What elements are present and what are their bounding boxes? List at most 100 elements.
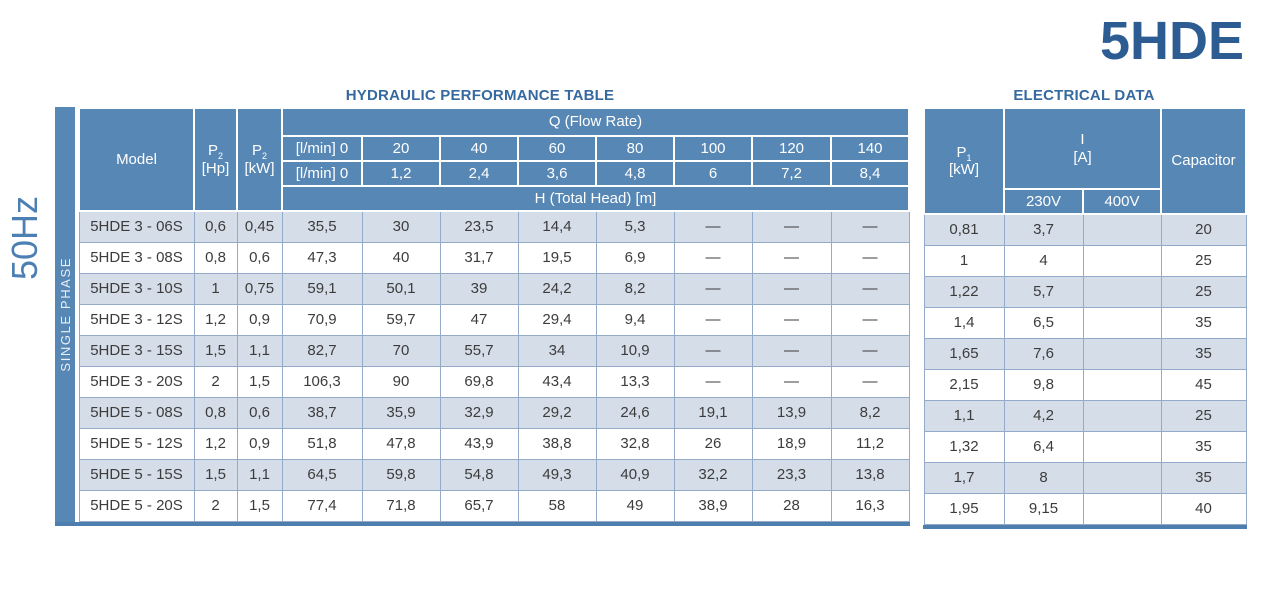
p2-hp-column-header: P2 [Hp] [193,107,238,212]
model-cell: 5HDE 3 - 15S [78,334,195,367]
flow-col-header: 40 [439,135,519,162]
flow-col-header: 20 [361,135,441,162]
head-value-cell: 58 [517,489,597,522]
p2-kw-cell: 1,5 [236,489,283,522]
head-value-cell: — [830,334,910,367]
electrical-row: 1 4 25 [923,244,1247,277]
head-value-cell: 71,8 [361,489,441,522]
model-cell: 5HDE 3 - 06S [78,210,195,243]
hydraulic-table-body: 5HDE 3 - 06S 0,6 0,45 35,5 30 23,5 14,4 5,3— — —5… [78,210,910,522]
head-value-cell: — [830,272,910,305]
current-400v-cell [1082,244,1162,277]
head-value-cell: 69,8 [439,365,519,398]
head-value-cell: 35,9 [361,396,441,429]
flow-col-header: 140 [830,135,910,162]
p1-kw-cell: 1,7 [923,461,1005,494]
capacitor-column-header: Capacitor [1160,107,1247,215]
p2-hp-cell: 1 [193,272,238,305]
p2-hp-cell: 0,8 [193,241,238,274]
electrical-row: 0,81 3,7 20 [923,213,1247,246]
capacitor-cell: 35 [1160,461,1247,494]
head-value-cell: 70,9 [281,303,363,336]
head-value-cell: 11,2 [830,427,910,460]
model-cell: 5HDE 3 - 10S [78,272,195,305]
head-value-cell: 32,8 [595,427,675,460]
head-value-cell: 29,2 [517,396,597,429]
head-value-cell: 32,2 [673,458,753,491]
head-value-cell: — [830,241,910,274]
electrical-section: P1 [kW] I [A] Capacitor 230V 400V 0,81 3,… [923,107,1247,529]
electrical-row: 1,95 9,15 40 [923,492,1247,525]
flow-col-header: 1,2 [361,160,441,187]
p2-hp-cell: 1,5 [193,334,238,367]
head-value-cell: 32,9 [439,396,519,429]
current-400v-cell [1082,430,1162,463]
head-value-cell: 106,3 [281,365,363,398]
model-cell: 5HDE 3 - 20S [78,365,195,398]
head-value-cell: 51,8 [281,427,363,460]
head-value-cell: — [751,303,832,336]
electrical-table-body: 0,81 3,7 20 1 4 25 1,22 5,7 25 1,4 6,5 35 1,65 7,6 35 2… [923,213,1247,525]
p1-kw-cell: 1,22 [923,275,1005,308]
head-value-cell: 47 [439,303,519,336]
head-value-cell: — [751,241,832,274]
head-value-cell: 28 [751,489,832,522]
flow-col-header: [l/min] 0 [281,160,363,187]
head-value-cell: — [673,241,753,274]
p1-kw-cell: 0,81 [923,213,1005,246]
head-value-cell: 8,2 [595,272,675,305]
p2-hp-cell: 2 [193,365,238,398]
flow-col-header: 80 [595,135,675,162]
p2-kw-cell: 0,6 [236,396,283,429]
head-value-cell: 39 [439,272,519,305]
frequency-label: 50Hz [4,195,45,281]
head-value-cell: 64,5 [281,458,363,491]
current-400v-cell [1082,368,1162,401]
head-value-cell: — [673,210,753,243]
p1-kw-cell: 1 [923,244,1005,277]
model-cell: 5HDE 3 - 08S [78,241,195,274]
flow-col-header: 100 [673,135,753,162]
head-value-cell: 90 [361,365,441,398]
flow-lmin-header-row: [l/min] 0 20 40 60 80 100 120 140 [79,135,910,162]
flow-col-header: 8,4 [830,160,910,187]
head-value-cell: — [830,303,910,336]
head-value-cell: — [751,365,832,398]
head-value-cell: 38,7 [281,396,363,429]
hydraulic-row: 5HDE 3 - 10S 1 0,75 59,1 50,1 39 24,2 8,2— — — [78,272,910,305]
head-value-cell: 77,4 [281,489,363,522]
flow-col-header: 120 [751,135,832,162]
p1-kw-cell: 2,15 [923,368,1005,401]
p2-kw-cell: 1,1 [236,458,283,491]
hydraulic-row: 5HDE 3 - 12S 1,2 0,9 70,9 59,7 47 29,4 9,4— — — [78,303,910,336]
head-value-cell: 59,7 [361,303,441,336]
voltage-400-header: 400V [1082,188,1162,215]
head-value-cell: 14,4 [517,210,597,243]
current-230v-cell: 4,2 [1003,399,1084,432]
head-value-cell: — [673,303,753,336]
current-230v-cell: 4 [1003,244,1084,277]
head-value-cell: 23,5 [439,210,519,243]
p2-hp-cell: 1,5 [193,458,238,491]
electrical-row: 1,22 5,7 25 [923,275,1247,308]
head-value-cell: 19,1 [673,396,753,429]
model-cell: 5HDE 3 - 12S [78,303,195,336]
hydraulic-row: 5HDE 3 - 15S 1,5 1,1 82,7 70 55,7 34 10,9— — — [78,334,910,367]
head-value-cell: 16,3 [830,489,910,522]
flow-col-header: 60 [517,135,597,162]
flow-col-header: 4,8 [595,160,675,187]
current-230v-cell: 6,5 [1003,306,1084,339]
flow-col-header: 2,4 [439,160,519,187]
head-value-cell: 23,3 [751,458,832,491]
current-230v-cell: 5,7 [1003,275,1084,308]
head-value-cell: — [751,272,832,305]
head-value-cell: — [830,210,910,243]
head-value-cell: 38,8 [517,427,597,460]
p2-hp-cell: 2 [193,489,238,522]
flow-col-header: 7,2 [751,160,832,187]
model-cell: 5HDE 5 - 20S [78,489,195,522]
flow-col-header: [l/min] 0 [281,135,363,162]
current-400v-cell [1082,492,1162,525]
capacitor-cell: 20 [1160,213,1247,246]
hydraulic-section: SINGLE PHASE Model P2 [Hp] P2 [kW [55,107,910,526]
